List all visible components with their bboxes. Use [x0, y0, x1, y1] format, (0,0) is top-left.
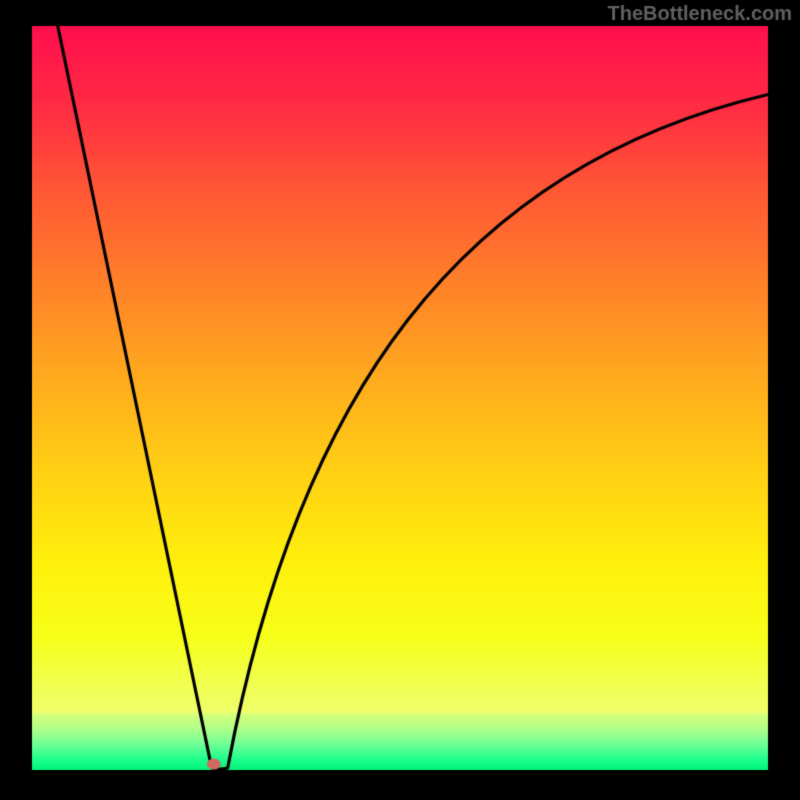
bottleneck-chart-canvas [0, 0, 800, 800]
chart-container [0, 0, 800, 800]
